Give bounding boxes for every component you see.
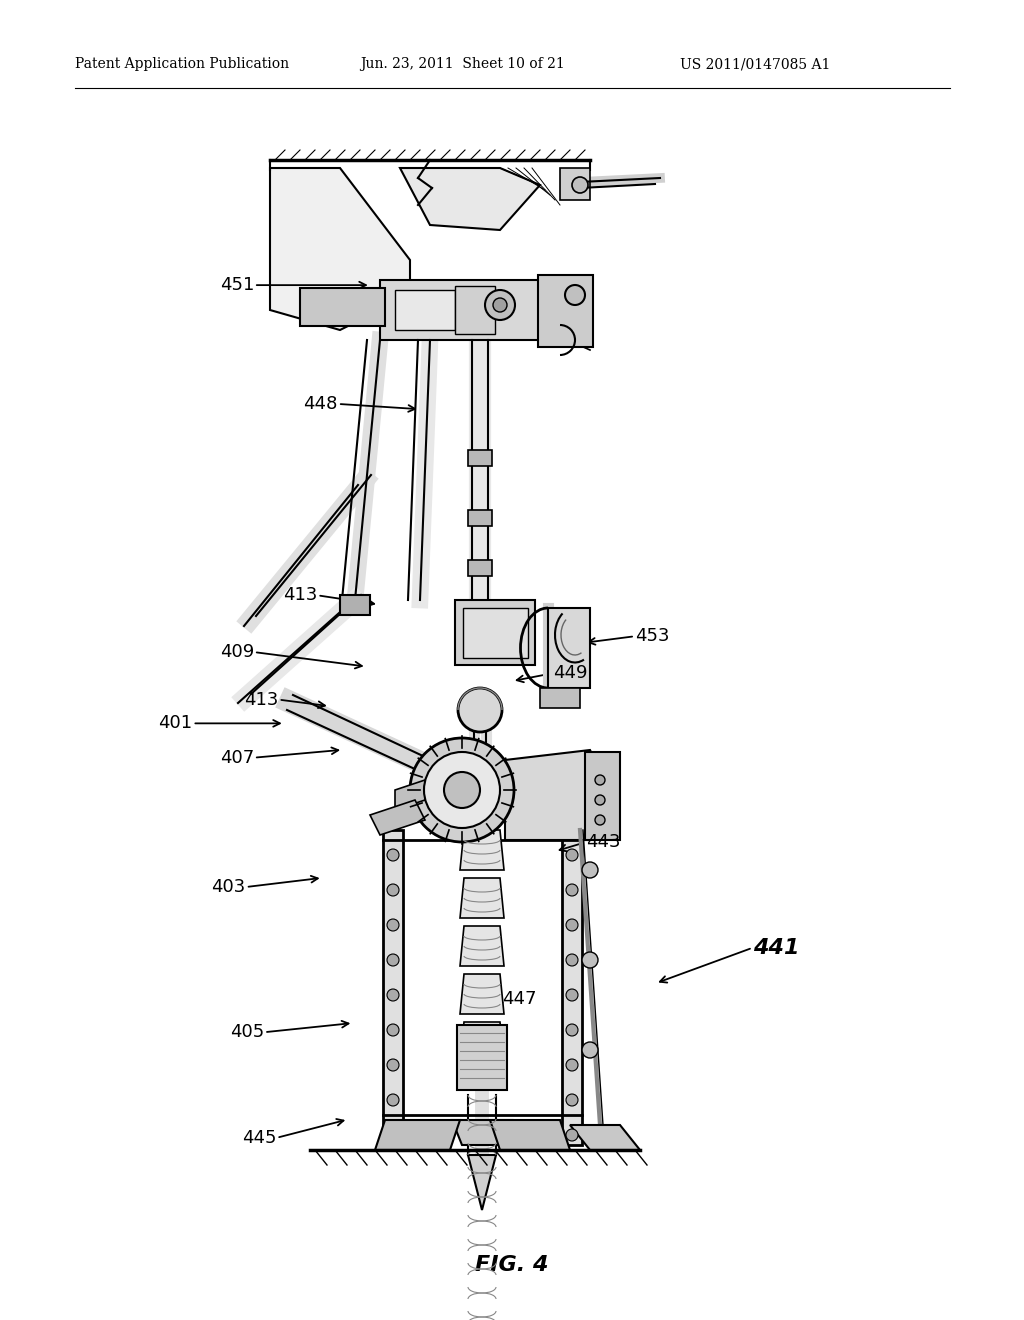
Polygon shape — [468, 1155, 496, 1210]
Bar — [457, 1026, 507, 1090]
Polygon shape — [570, 1125, 640, 1150]
Circle shape — [493, 298, 507, 312]
Text: 403: 403 — [212, 878, 246, 896]
Text: 413: 413 — [244, 690, 279, 709]
Text: Jun. 23, 2011  Sheet 10 of 21: Jun. 23, 2011 Sheet 10 of 21 — [360, 57, 565, 71]
Text: 409: 409 — [220, 643, 254, 661]
Bar — [468, 450, 492, 466]
Text: 443: 443 — [586, 833, 621, 851]
Circle shape — [387, 1059, 399, 1071]
Polygon shape — [400, 168, 540, 230]
Text: 441: 441 — [753, 937, 799, 958]
Circle shape — [387, 1094, 399, 1106]
Circle shape — [595, 775, 605, 785]
Polygon shape — [460, 878, 504, 917]
Circle shape — [387, 884, 399, 896]
Circle shape — [387, 989, 399, 1001]
Circle shape — [582, 862, 598, 878]
Circle shape — [485, 290, 515, 319]
Text: 447: 447 — [502, 990, 537, 1008]
Circle shape — [387, 1024, 399, 1036]
Circle shape — [566, 1129, 578, 1140]
Circle shape — [444, 772, 480, 808]
Polygon shape — [460, 974, 504, 1014]
Circle shape — [566, 884, 578, 896]
Bar — [455, 601, 535, 665]
Circle shape — [566, 989, 578, 1001]
Bar — [463, 609, 528, 657]
Polygon shape — [560, 168, 590, 201]
Bar — [380, 280, 540, 341]
Bar — [538, 275, 593, 347]
Bar — [300, 288, 385, 326]
Text: 407: 407 — [220, 748, 254, 767]
Polygon shape — [383, 830, 403, 1125]
Circle shape — [566, 849, 578, 861]
Circle shape — [582, 952, 598, 968]
Polygon shape — [505, 750, 600, 840]
Polygon shape — [548, 609, 590, 688]
Text: 449: 449 — [553, 664, 588, 682]
Text: 413: 413 — [283, 586, 317, 605]
Circle shape — [572, 177, 588, 193]
Text: US 2011/0147085 A1: US 2011/0147085 A1 — [680, 57, 830, 71]
Polygon shape — [460, 927, 504, 966]
Polygon shape — [370, 800, 425, 836]
Circle shape — [458, 688, 502, 733]
Polygon shape — [452, 1119, 512, 1144]
Polygon shape — [270, 168, 410, 330]
Circle shape — [566, 1094, 578, 1106]
Circle shape — [566, 954, 578, 966]
Text: 448: 448 — [303, 395, 338, 413]
Circle shape — [566, 1024, 578, 1036]
Circle shape — [387, 954, 399, 966]
Circle shape — [566, 1059, 578, 1071]
Text: FIG. 4: FIG. 4 — [475, 1255, 549, 1275]
Polygon shape — [340, 595, 370, 615]
Text: 405: 405 — [230, 1023, 264, 1041]
Circle shape — [566, 919, 578, 931]
Polygon shape — [395, 780, 425, 810]
Text: Patent Application Publication: Patent Application Publication — [75, 57, 289, 71]
Bar — [455, 286, 495, 334]
Text: 401: 401 — [159, 714, 193, 733]
Circle shape — [595, 814, 605, 825]
Polygon shape — [460, 1022, 504, 1063]
Polygon shape — [585, 752, 620, 840]
Circle shape — [565, 285, 585, 305]
Polygon shape — [375, 1119, 460, 1150]
Text: 451: 451 — [219, 276, 254, 294]
Circle shape — [387, 919, 399, 931]
Polygon shape — [562, 830, 582, 1144]
Bar — [468, 560, 492, 576]
Polygon shape — [490, 1119, 570, 1150]
Circle shape — [582, 1041, 598, 1059]
Text: 453: 453 — [635, 627, 670, 645]
Circle shape — [387, 849, 399, 861]
Bar — [468, 510, 492, 525]
Bar — [540, 688, 580, 708]
Circle shape — [424, 752, 500, 828]
Circle shape — [410, 738, 514, 842]
Text: 445: 445 — [242, 1129, 276, 1147]
Circle shape — [595, 795, 605, 805]
Bar — [395, 290, 455, 330]
Polygon shape — [460, 830, 504, 870]
